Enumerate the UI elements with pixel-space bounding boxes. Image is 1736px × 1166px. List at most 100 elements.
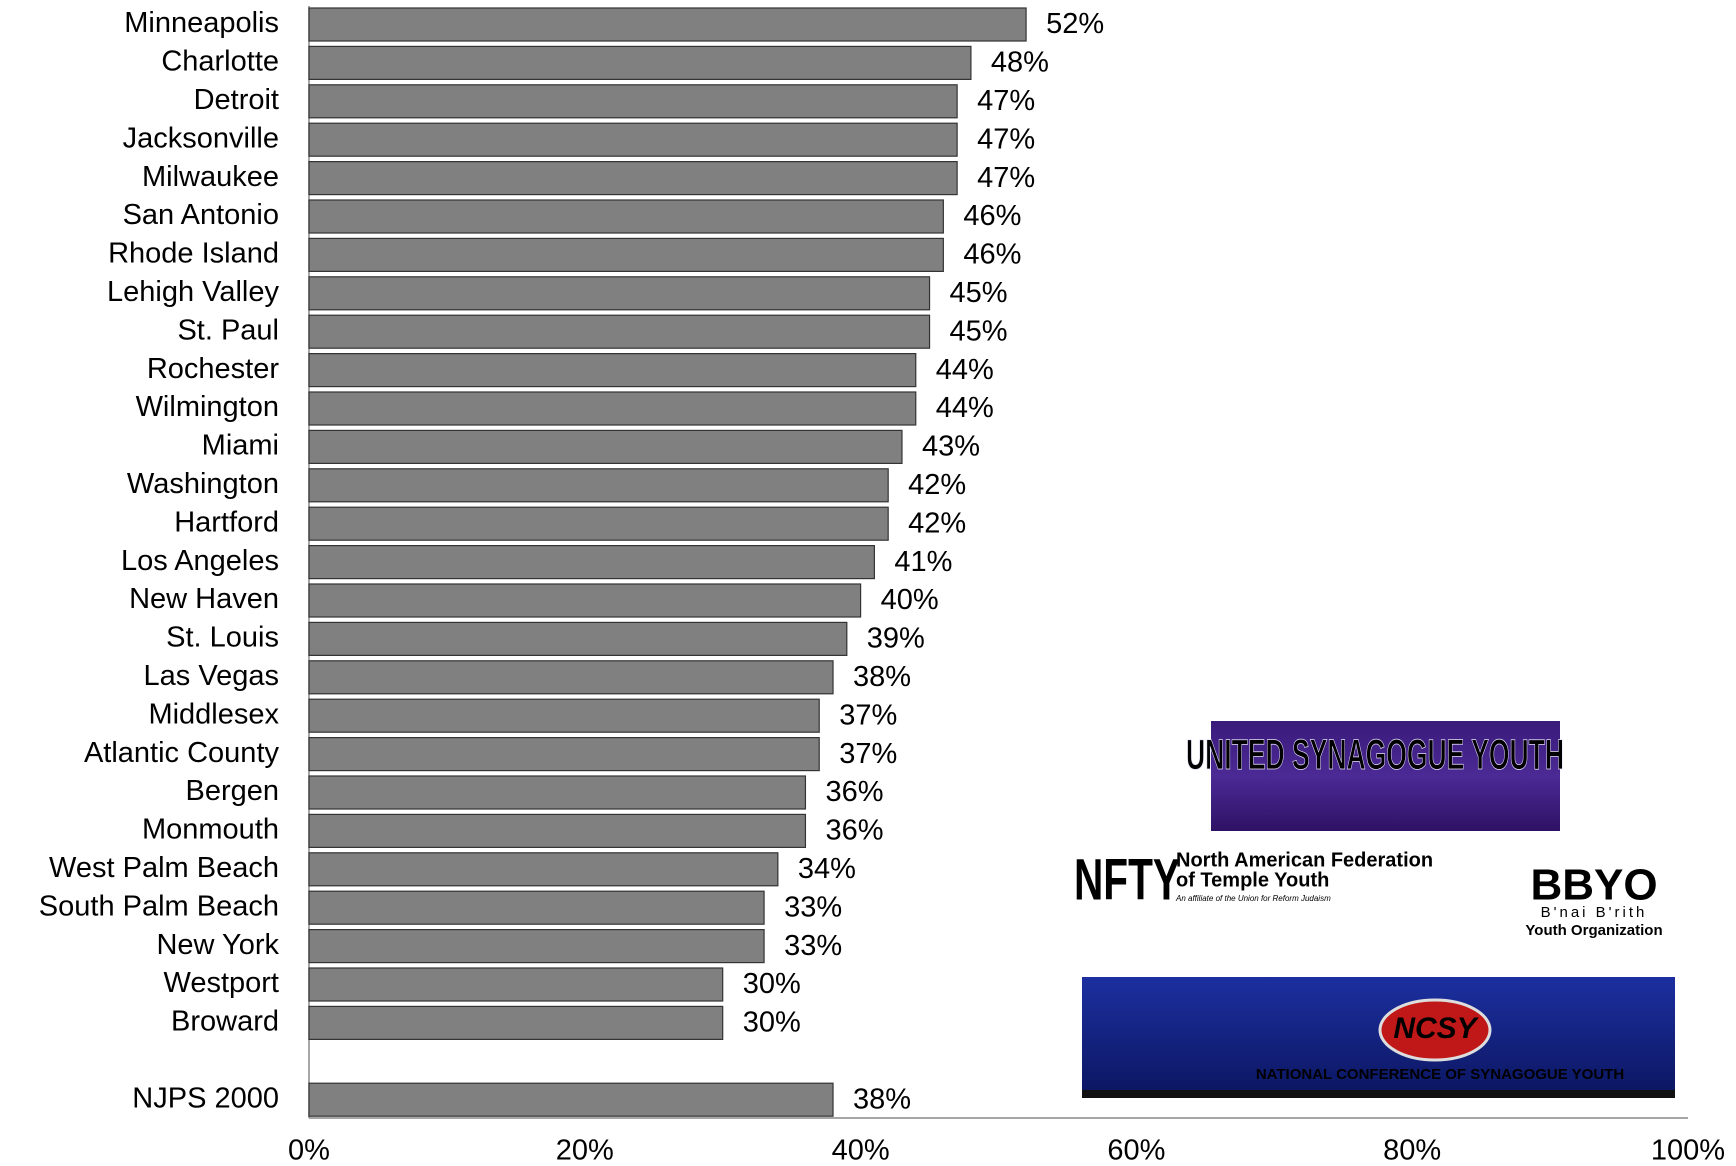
ncsy-banner <box>1082 977 1675 1098</box>
bar <box>308 813 807 849</box>
bar <box>308 621 848 657</box>
bbyo-mark: BBYO <box>1530 861 1657 910</box>
bar <box>308 660 834 695</box>
y-tick-label: St. Louis <box>166 622 279 654</box>
value-label: 47% <box>977 85 1035 117</box>
value-label: 38% <box>853 1083 911 1115</box>
value-label: 33% <box>784 891 842 923</box>
bar <box>308 1082 834 1117</box>
bar <box>308 736 820 772</box>
value-label: 47% <box>977 162 1035 194</box>
y-tick-label: Rhode Island <box>108 238 279 270</box>
y-tick-label: Washington <box>127 468 279 500</box>
y-tick-label: New Haven <box>129 583 279 615</box>
bar <box>308 698 820 733</box>
value-label: 44% <box>936 392 994 424</box>
nfty-name: North American Federation <box>1176 849 1433 871</box>
bar <box>308 583 862 618</box>
value-label: 42% <box>908 507 966 539</box>
ncsy-badge <box>1378 998 1492 1062</box>
y-tick-label: Middlesex <box>148 698 279 730</box>
x-tick-label: 0% <box>288 1135 330 1166</box>
bar <box>308 314 931 349</box>
y-tick-label: Westport <box>163 967 279 999</box>
value-label: 44% <box>936 354 994 386</box>
value-label: 30% <box>743 1007 801 1039</box>
y-tick-label: Hartford <box>174 506 279 538</box>
y-tick-label: Minneapolis <box>124 7 279 39</box>
bar <box>308 237 944 272</box>
nfty-mark: NFTY <box>1074 847 1180 912</box>
value-label: 46% <box>963 239 1021 271</box>
y-tick-label: Miami <box>202 430 279 462</box>
y-tick-label: Rochester <box>147 353 280 385</box>
value-label: 45% <box>950 277 1008 309</box>
value-label: 42% <box>908 469 966 501</box>
y-tick-label: St. Paul <box>177 314 279 346</box>
ncsy-name: National Conference of Synagogue Youth <box>1256 1066 1624 1083</box>
value-label: 39% <box>867 623 925 655</box>
usy-text: UNITED SYNAGOGUE YOUTH <box>1186 731 1564 779</box>
y-tick-label: Bergen <box>185 775 279 807</box>
bar <box>308 429 903 464</box>
value-label: 40% <box>881 584 939 616</box>
y-tick-label: Wilmington <box>136 391 279 423</box>
bar <box>308 967 724 1002</box>
bar <box>308 852 779 887</box>
y-tick-label: Atlantic County <box>84 737 280 769</box>
y-tick-label: Detroit <box>194 84 279 116</box>
y-tick-label: San Antonio <box>123 199 279 231</box>
bar <box>308 45 972 81</box>
value-label: 33% <box>784 930 842 962</box>
bar <box>308 199 944 234</box>
bar <box>308 468 889 503</box>
bar <box>308 1005 724 1041</box>
logos: UNITED SYNAGOGUE YOUTH NFTY North Americ… <box>1074 721 1675 1098</box>
bar <box>308 544 875 580</box>
x-tick-label: 60% <box>1107 1135 1165 1166</box>
y-tick-label: Milwaukee <box>142 161 279 193</box>
y-tick-label: Las Vegas <box>144 660 279 692</box>
x-tick-label: 20% <box>556 1135 614 1166</box>
bar <box>308 122 958 157</box>
value-label: 37% <box>839 738 897 770</box>
bar <box>308 890 765 925</box>
y-tick-label: South Palm Beach <box>39 890 279 922</box>
nfty-name: of Temple Youth <box>1176 869 1329 891</box>
nfty-tagline: An affiliate of the Union for Reform Jud… <box>1175 894 1331 903</box>
y-tick-label: Monmouth <box>142 814 279 846</box>
bar <box>308 775 807 810</box>
bbyo-line: Youth Organization <box>1525 922 1662 939</box>
value-label: 36% <box>825 776 883 808</box>
bar <box>308 391 917 426</box>
y-tick-label: Jacksonville <box>123 122 279 154</box>
value-label: 34% <box>798 853 856 885</box>
y-tick-label: West Palm Beach <box>49 852 279 884</box>
value-label: 46% <box>963 200 1021 232</box>
bar <box>308 928 765 964</box>
bbyo-line: B'nai B'rith <box>1541 904 1648 921</box>
y-tick-label: Lehigh Valley <box>107 276 279 308</box>
bar <box>308 84 958 119</box>
x-tick-label: 40% <box>832 1135 890 1166</box>
x-tick-label: 100% <box>1651 1135 1725 1166</box>
value-label: 48% <box>991 47 1049 79</box>
ncsy-banner-rule <box>1082 1090 1675 1098</box>
y-tick-label: Broward <box>171 1006 279 1038</box>
bar <box>308 161 958 196</box>
value-label: 37% <box>839 699 897 731</box>
usy-logo <box>1211 721 1560 831</box>
value-label: 41% <box>894 546 952 578</box>
bar <box>308 276 931 311</box>
ncsy-mark: NCSY <box>1393 1012 1479 1045</box>
value-label: 52% <box>1046 8 1104 40</box>
value-label: 47% <box>977 123 1035 155</box>
bar <box>308 7 1027 42</box>
value-label: 30% <box>743 968 801 1000</box>
bar <box>308 506 889 541</box>
bar <box>308 353 917 388</box>
value-label: 38% <box>853 661 911 693</box>
y-tick-label: Charlotte <box>161 46 279 78</box>
y-tick-label: NJPS 2000 <box>132 1082 279 1114</box>
